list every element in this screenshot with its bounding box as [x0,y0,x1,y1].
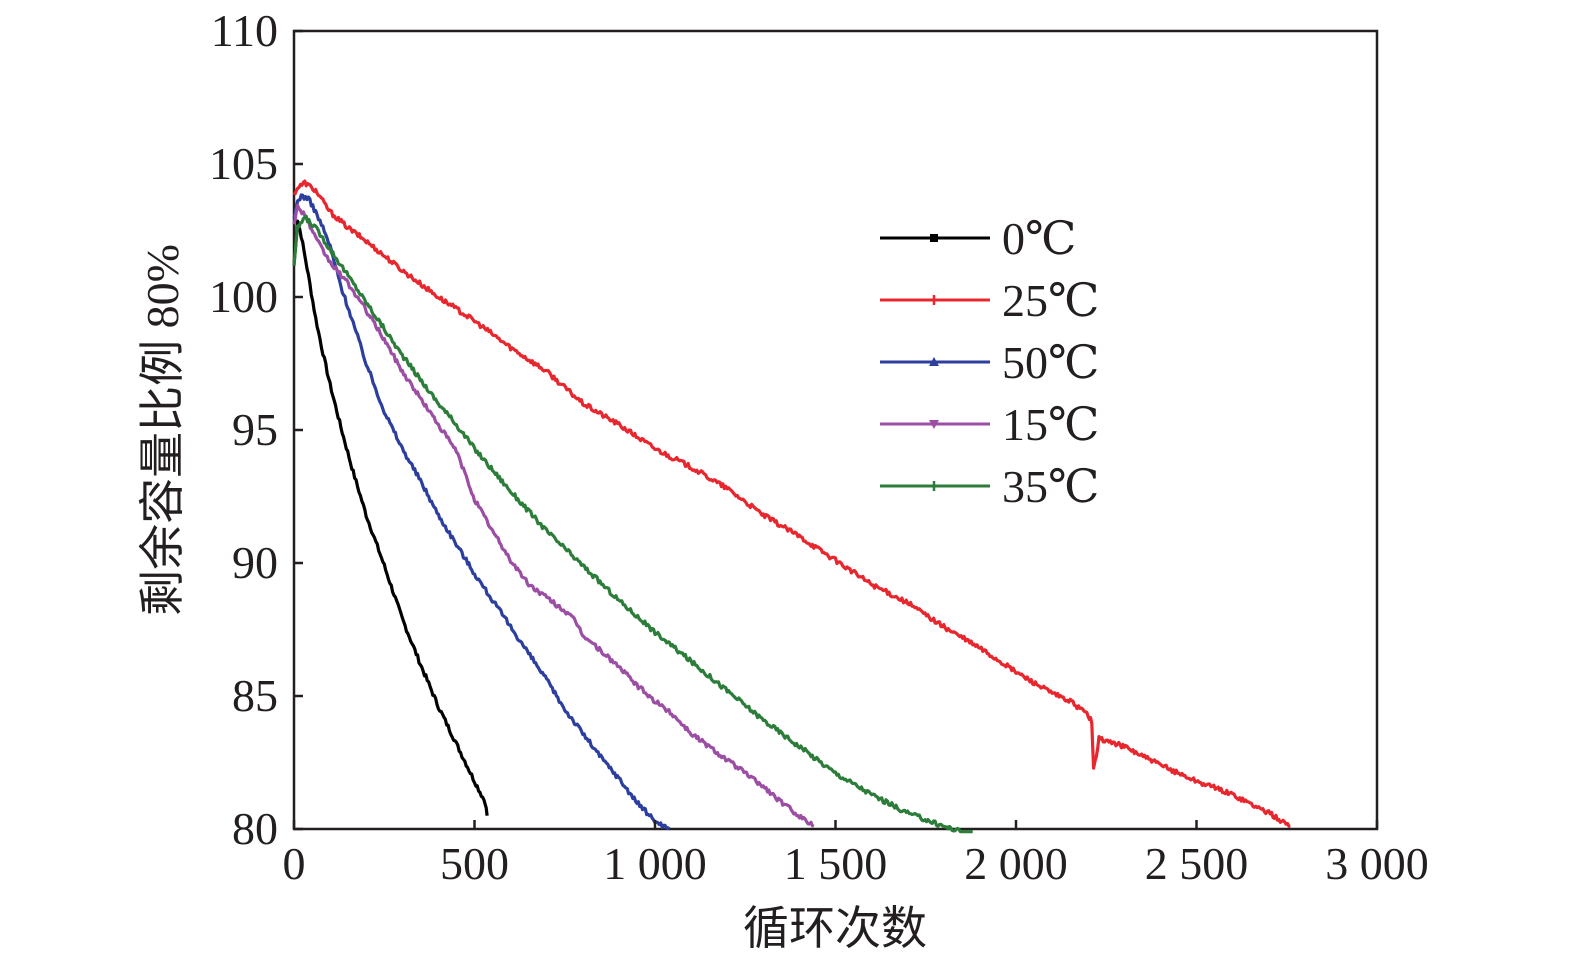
x-tick-label: 0 [283,838,306,889]
legend-label: 35℃ [1002,461,1099,512]
series-layer [292,179,1291,834]
y-tick-label: 110 [211,5,278,56]
y-ticks: 80 85 90 95 100 105 110 [209,5,303,854]
x-axis-title: 循环次数 [743,903,927,954]
series-line-3 [292,203,815,828]
x-tick-label: 1 500 [784,838,888,889]
legend-item: 50℃ [880,337,1099,388]
legend-label: 50℃ [1002,337,1099,388]
plot-frame [292,29,1379,831]
legend-item: 0℃ [880,213,1076,264]
legend-item: 15℃ [880,399,1099,450]
legend-marker [930,234,938,242]
legend: 0℃ 25℃ 50℃ 15℃ 35℃ [880,213,1099,512]
legend-label: 25℃ [1002,275,1099,326]
legend-label: 0℃ [1002,213,1076,264]
legend-marker [929,420,939,429]
legend-item: 25℃ [880,275,1099,326]
legend-label: 15℃ [1002,399,1099,450]
x-tick-label: 2 000 [964,838,1068,889]
plot-area: 0 500 1 000 1 500 2 000 2 500 3 000 80 85 90 95 10… [209,5,1429,889]
y-tick-label: 80 [232,803,278,854]
x-tick-label: 500 [440,838,509,889]
y-tick-label: 85 [232,670,278,721]
series-line-0 [292,219,489,816]
series-line-4 [292,214,973,834]
x-tick-label: 3 000 [1325,838,1429,889]
y-tick-label: 95 [232,404,278,455]
legend-marker [929,481,939,491]
legend-marker [929,295,939,305]
y-axis-title: 剩余容量比例 80% [137,244,188,616]
x-tick-label: 1 000 [603,838,707,889]
legend-marker [929,357,939,366]
y-tick-label: 90 [232,537,278,588]
series-line-2 [292,193,671,831]
legend-item: 35℃ [880,461,1099,512]
x-ticks: 0 500 1 000 1 500 2 000 2 500 3 000 [283,820,1429,889]
x-tick-label: 2 500 [1145,838,1249,889]
y-tick-label: 105 [209,138,278,189]
y-tick-label: 100 [209,271,278,322]
series-line-1 [292,179,1291,828]
